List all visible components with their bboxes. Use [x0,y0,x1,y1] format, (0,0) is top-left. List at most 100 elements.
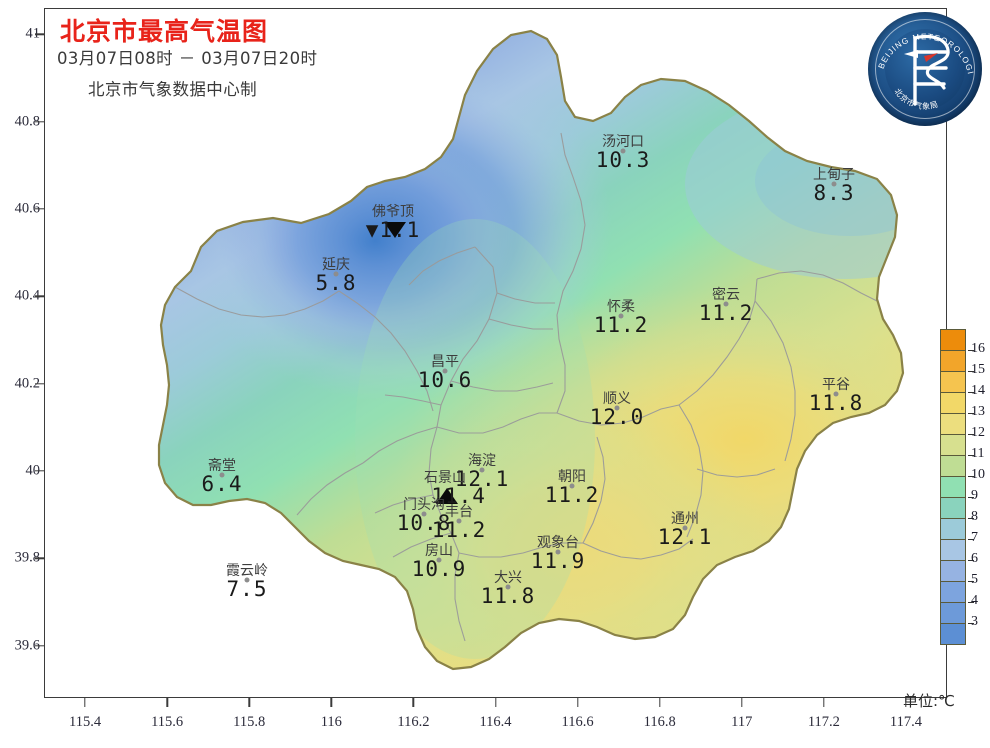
colorbar-tick-label: 7 [971,530,978,545]
colorbar-tick-label: 4 [971,593,978,608]
station-marker-dot [555,549,561,555]
map-canvas: 佛爷顶 ▼1.1 延庆 5.8 汤河口 10.3 上甸子 8.3 怀柔 11.2 密云 11.2 昌平 1… [45,9,946,697]
station-marker-triangle-down [384,222,406,238]
colorbar-tick-label: 5 [971,572,978,587]
y-axis-tick [35,382,44,385]
x-axis-tick-label: 116 [320,714,342,730]
colorbar-tick-label: 14 [971,383,985,398]
x-axis-tick-label: 115.6 [151,714,184,730]
station-marker-dot [479,467,485,473]
x-axis-tick-label: 116.8 [643,714,676,730]
colorbar-tick-label: 10 [971,467,985,482]
x-axis-tick-label: 117 [731,714,753,730]
x-axis-tick [330,698,333,707]
x-axis-tick-label: 117.4 [889,714,922,730]
station-marker-dot [456,518,462,524]
x-axis-tick [84,698,86,707]
colorbar-band: 13 [940,404,985,435]
colorbar-band: 8 [940,509,978,540]
colorbar-tick-label: 11 [971,446,985,461]
station-marker-dot [831,181,837,187]
beijing-meteorological-service-logo: BEIJING METEOROLOGICAL SERVICE 北京市气象局 [868,12,982,126]
colorbar-tick-label: 6 [971,551,978,566]
contour-fill-layer [159,31,903,669]
colorbar-band: 15 [940,362,985,393]
x-axis-tick [905,698,907,707]
y-axis-tick-label: 40.8 [14,113,40,130]
colorbar-band: 11 [940,446,984,477]
page-title: 北京市最高气温图 [60,17,269,46]
colorbar-tick [968,455,974,456]
y-axis-tick-label: 40.4 [14,287,40,304]
station-marker-dot [442,368,448,374]
colorbar-band: 14 [940,383,985,414]
district-boundaries [174,132,878,642]
colorbar-tick [968,476,974,477]
colorbar-tick-label: 13 [971,404,985,419]
colorbar-band: 5 [940,572,978,603]
station-marker-dot [421,511,427,517]
colorbar-tick [968,602,974,603]
time-range-label: 03月07日08时 － 03月07日20时 [57,49,318,68]
colorbar-tick [968,413,974,414]
station-marker-dot [333,271,339,277]
colorbar-band: 4 [940,593,978,624]
producer-label: 北京市气象数据中心制 [88,80,257,99]
station-marker-dot [620,148,626,154]
station-marker-dot [723,301,729,307]
station-marker-dot [436,557,442,563]
x-axis-tick [166,698,168,707]
temperature-colorbar: 16 15 14 13 12 11 10 9 8 7 6 5 4 3 [940,329,985,645]
station-marker-dot [244,577,250,583]
colorbar-band [940,329,966,351]
colorbar-band: 12 [940,425,985,456]
map-plot-frame: 佛爷顶 ▼1.1 延庆 5.8 汤河口 10.3 上甸子 8.3 怀柔 11.2 密云 11.2 昌平 1… [44,8,947,698]
y-axis-tick-label: 39.6 [14,637,40,654]
x-axis-tick [741,698,743,707]
colorbar-band: 10 [940,467,985,498]
beijing-temperature-contour-map [157,29,905,671]
colorbar-tick [968,497,974,498]
y-axis-tick [35,557,44,559]
x-axis-tick-label: 116.2 [397,714,430,730]
x-axis-tick [494,698,497,707]
unit-label: 单位:℃ [903,692,955,710]
station-marker-dot [833,391,839,397]
x-axis-tick-label: 115.8 [233,714,266,730]
colorbar-tick [968,392,974,393]
station-marker-dot [682,525,688,531]
station-marker-dot [219,472,225,478]
x-axis-tick-label: 117.2 [807,714,840,730]
x-axis-tick [658,698,661,707]
x-axis-tick-label: 115.4 [68,714,102,730]
colorbar-tick-label: 15 [971,362,985,377]
x-axis-tick [412,698,415,707]
y-axis-tick-label: 40.2 [14,375,40,392]
station-marker-dot [505,584,511,590]
x-axis-tick [576,698,579,707]
colorbar-tick-label: 16 [971,341,985,356]
y-axis-tick-label: 40.6 [14,200,40,217]
colorbar-tick-label: 9 [971,488,978,503]
colorbar-tick [968,560,974,561]
colorbar-tick [968,539,974,540]
colorbar-tick [968,434,974,435]
colorbar-tick [968,623,974,624]
y-axis-tick [35,295,44,297]
x-axis-tick [248,698,250,707]
x-axis-tick [823,698,825,707]
y-axis-tick [35,33,44,35]
logo-artwork: BEIJING METEOROLOGICAL SERVICE 北京市气象局 [868,12,974,111]
colorbar-band: 6 [940,551,978,582]
colorbar-tick-label: 3 [971,614,978,629]
x-axis-tick-label: 116.4 [479,714,512,730]
colorbar-tick [968,581,974,582]
colorbar-tick-label: 8 [971,509,978,524]
station-marker-dot [614,405,620,411]
colorbar-band: 16 [940,341,985,372]
y-axis-tick-label: 40 [25,462,41,479]
y-axis-tick [35,208,44,210]
colorbar-tick [968,371,974,372]
colorbar-tick-label: 12 [971,425,985,440]
